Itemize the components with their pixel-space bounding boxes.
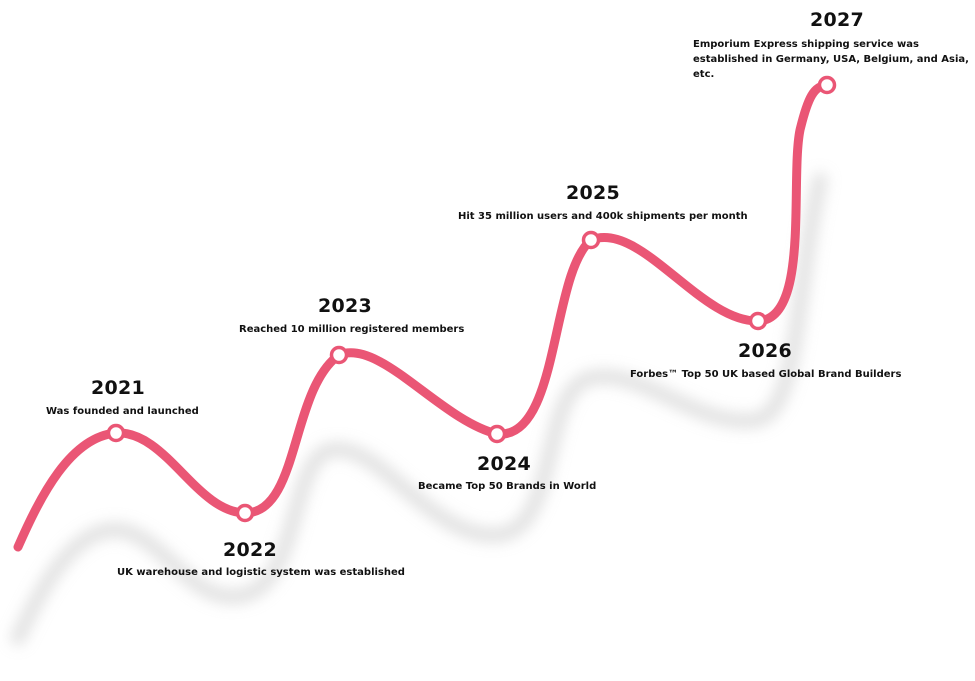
milestone-marker-2022 bbox=[235, 503, 255, 523]
milestone-marker-2027 bbox=[817, 75, 837, 95]
milestone-description: Emporium Express shipping service was es… bbox=[693, 39, 969, 80]
milestone-description: Reached 10 million registered members bbox=[239, 324, 465, 335]
milestone-marker-2026 bbox=[748, 311, 768, 331]
milestone-description: Forbes™ Top 50 UK based Global Brand Bui… bbox=[630, 369, 902, 380]
milestone-year: 2026 bbox=[738, 340, 793, 362]
milestone-year: 2023 bbox=[318, 295, 373, 317]
milestone-description: Became Top 50 Brands in World bbox=[418, 481, 597, 492]
milestone-marker-2023 bbox=[329, 345, 349, 365]
milestone-year: 2022 bbox=[223, 539, 278, 561]
timeline-shadow bbox=[10, 172, 828, 646]
milestone-description: Hit 35 million users and 400k shipments … bbox=[458, 211, 748, 222]
milestone-description: UK warehouse and logistic system was est… bbox=[117, 567, 405, 578]
milestone-description: Was founded and launched bbox=[46, 406, 199, 417]
timeline-line bbox=[13, 80, 832, 552]
milestone-year: 2025 bbox=[566, 182, 621, 204]
milestone-year: 2027 bbox=[810, 9, 865, 31]
milestone-marker-2021 bbox=[106, 423, 126, 443]
milestone-year: 2021 bbox=[91, 377, 146, 399]
milestone-marker-2024 bbox=[487, 424, 507, 444]
milestone-marker-2025 bbox=[581, 230, 601, 250]
milestone-year: 2024 bbox=[477, 453, 532, 475]
